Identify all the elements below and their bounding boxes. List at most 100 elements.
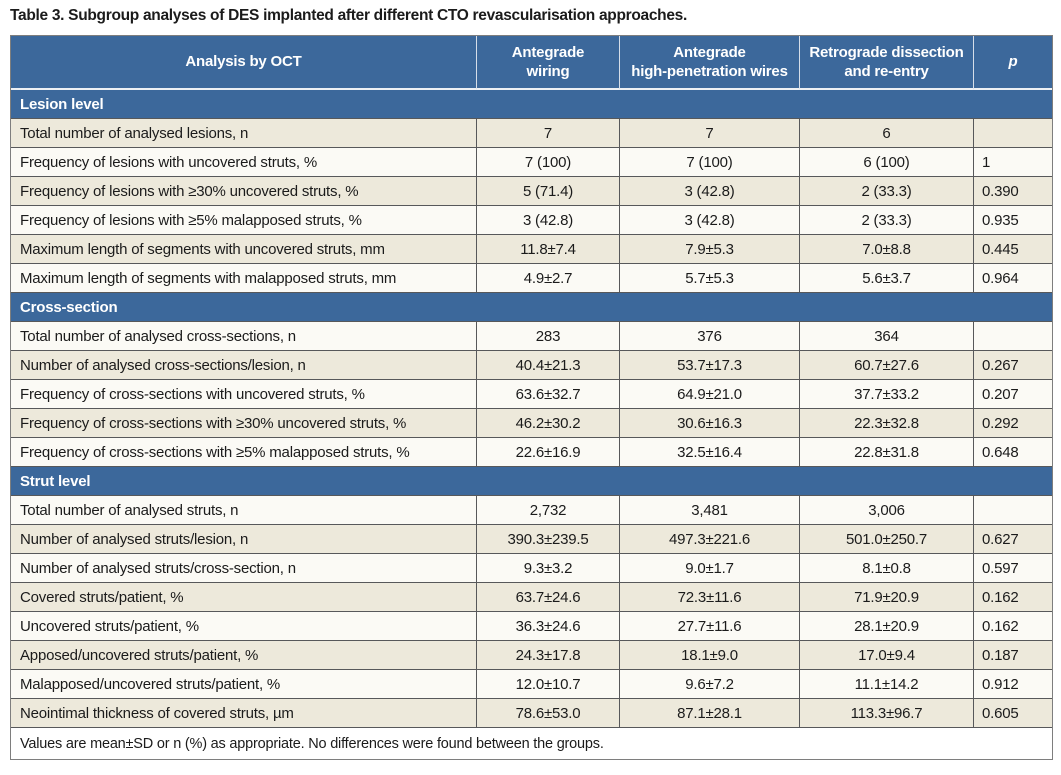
row-label: Malapposed/uncovered struts/patient, %: [11, 670, 477, 699]
table-row: Uncovered struts/patient, % 36.3±24.6 27.7…: [11, 612, 1052, 641]
value-cell: 7 (100): [620, 148, 800, 177]
value-cell: 113.3±96.7: [800, 699, 974, 728]
value-cell: 12.0±10.7: [477, 670, 620, 699]
value-cell: 22.6±16.9: [477, 438, 620, 467]
column-header-0: Analysis by OCT: [11, 36, 477, 90]
value-cell: 4.9±2.7: [477, 264, 620, 293]
value-cell: 5.6±3.7: [800, 264, 974, 293]
row-label: Number of analysed struts/lesion, n: [11, 525, 477, 554]
row-label: Covered struts/patient, %: [11, 583, 477, 612]
p-value-cell: 0.605: [974, 699, 1052, 728]
table-row: Frequency of cross-sections with uncover…: [11, 380, 1052, 409]
table-row: Frequency of lesions with ≥30% uncovered…: [11, 177, 1052, 206]
table-row: Number of analysed struts/cross-section,…: [11, 554, 1052, 583]
p-value-cell: 0.162: [974, 583, 1052, 612]
value-cell: 72.3±11.6: [620, 583, 800, 612]
row-label: Frequency of lesions with ≥30% uncovered…: [11, 177, 477, 206]
section-header-label: Lesion level: [11, 90, 1052, 119]
value-cell: 364: [800, 322, 974, 351]
footnote-row: Values are mean±SD or n (%) as appropria…: [11, 728, 1052, 759]
table-row: Frequency of lesions with uncovered stru…: [11, 148, 1052, 177]
value-cell: 11.8±7.4: [477, 235, 620, 264]
table-row: Neointimal thickness of covered struts, …: [11, 699, 1052, 728]
value-cell: 8.1±0.8: [800, 554, 974, 583]
value-cell: 63.6±32.7: [477, 380, 620, 409]
value-cell: 2 (33.3): [800, 206, 974, 235]
value-cell: 87.1±28.1: [620, 699, 800, 728]
table-footnote: Values are mean±SD or n (%) as appropria…: [11, 728, 1052, 759]
value-cell: 5 (71.4): [477, 177, 620, 206]
table-row: Total number of analysed struts, n 2,732 3…: [11, 496, 1052, 525]
value-cell: 53.7±17.3: [620, 351, 800, 380]
section-header-label: Cross-section: [11, 293, 1052, 322]
p-value-cell: 0.207: [974, 380, 1052, 409]
row-label: Frequency of lesions with ≥5% malapposed…: [11, 206, 477, 235]
section-bar: Cross-section: [11, 293, 1052, 322]
row-label: Frequency of lesions with uncovered stru…: [11, 148, 477, 177]
value-cell: 27.7±11.6: [620, 612, 800, 641]
column-header-row: Analysis by OCT Antegrade wiring Antegrade…: [11, 36, 1052, 90]
section-bar: Strut level: [11, 467, 1052, 496]
p-value-cell: 0.597: [974, 554, 1052, 583]
section-header-label: Strut level: [11, 467, 1052, 496]
table-row: Number of analysed cross-sections/lesion…: [11, 351, 1052, 380]
p-value-cell: [974, 496, 1052, 525]
p-value-cell: [974, 322, 1052, 351]
table-row: Maximum length of segments with uncovere…: [11, 235, 1052, 264]
row-label: Neointimal thickness of covered struts, …: [11, 699, 477, 728]
row-label: Total number of analysed lesions, n: [11, 119, 477, 148]
row-label: Frequency of cross-sections with ≥5% mal…: [11, 438, 477, 467]
value-cell: 390.3±239.5: [477, 525, 620, 554]
row-label: Maximum length of segments with uncovere…: [11, 235, 477, 264]
table-row: Total number of analysed cross-sections,…: [11, 322, 1052, 351]
value-cell: 9.0±1.7: [620, 554, 800, 583]
p-value-cell: 0.187: [974, 641, 1052, 670]
value-cell: 37.7±33.2: [800, 380, 974, 409]
column-header-4: p: [974, 36, 1052, 90]
table-row: Covered struts/patient, % 63.7±24.6 72.3±1…: [11, 583, 1052, 612]
value-cell: 3 (42.8): [620, 177, 800, 206]
subgroup-analysis-table: Analysis by OCT Antegrade wiring Antegrade…: [10, 35, 1053, 760]
value-cell: 7: [620, 119, 800, 148]
table-row: Frequency of cross-sections with ≥5% mal…: [11, 438, 1052, 467]
value-cell: 22.8±31.8: [800, 438, 974, 467]
row-label: Frequency of cross-sections with uncover…: [11, 380, 477, 409]
row-label: Apposed/uncovered struts/patient, %: [11, 641, 477, 670]
row-label: Number of analysed cross-sections/lesion…: [11, 351, 477, 380]
table-row: Maximum length of segments with malappos…: [11, 264, 1052, 293]
value-cell: 22.3±32.8: [800, 409, 974, 438]
p-value-cell: 0.162: [974, 612, 1052, 641]
value-cell: 17.0±9.4: [800, 641, 974, 670]
column-header-1: Antegrade wiring: [477, 36, 620, 90]
value-cell: 6 (100): [800, 148, 974, 177]
row-label: Number of analysed struts/cross-section,…: [11, 554, 477, 583]
value-cell: 30.6±16.3: [620, 409, 800, 438]
p-value-cell: 0.935: [974, 206, 1052, 235]
value-cell: 3 (42.8): [477, 206, 620, 235]
p-value-cell: 0.627: [974, 525, 1052, 554]
value-cell: 6: [800, 119, 974, 148]
p-value-cell: 0.648: [974, 438, 1052, 467]
table-row: Frequency of lesions with ≥5% malapposed…: [11, 206, 1052, 235]
table-title: Table 3. Subgroup analyses of DES implan…: [10, 7, 687, 24]
p-value-cell: 0.912: [974, 670, 1052, 699]
value-cell: 7 (100): [477, 148, 620, 177]
table-row: Malapposed/uncovered struts/patient, % 12…: [11, 670, 1052, 699]
value-cell: 3 (42.8): [620, 206, 800, 235]
value-cell: 497.3±221.6: [620, 525, 800, 554]
section-bar: Lesion level: [11, 90, 1052, 119]
p-value-cell: 1: [974, 148, 1052, 177]
value-cell: 40.4±21.3: [477, 351, 620, 380]
row-label: Frequency of cross-sections with ≥30% un…: [11, 409, 477, 438]
value-cell: 7.9±5.3: [620, 235, 800, 264]
value-cell: 11.1±14.2: [800, 670, 974, 699]
table-row: Frequency of cross-sections with ≥30% un…: [11, 409, 1052, 438]
p-value-cell: 0.964: [974, 264, 1052, 293]
value-cell: 7: [477, 119, 620, 148]
row-label: Uncovered struts/patient, %: [11, 612, 477, 641]
row-label: Maximum length of segments with malappos…: [11, 264, 477, 293]
value-cell: 2,732: [477, 496, 620, 525]
value-cell: 24.3±17.8: [477, 641, 620, 670]
table-body: Lesion level Total number of analysed les…: [11, 90, 1052, 728]
value-cell: 36.3±24.6: [477, 612, 620, 641]
